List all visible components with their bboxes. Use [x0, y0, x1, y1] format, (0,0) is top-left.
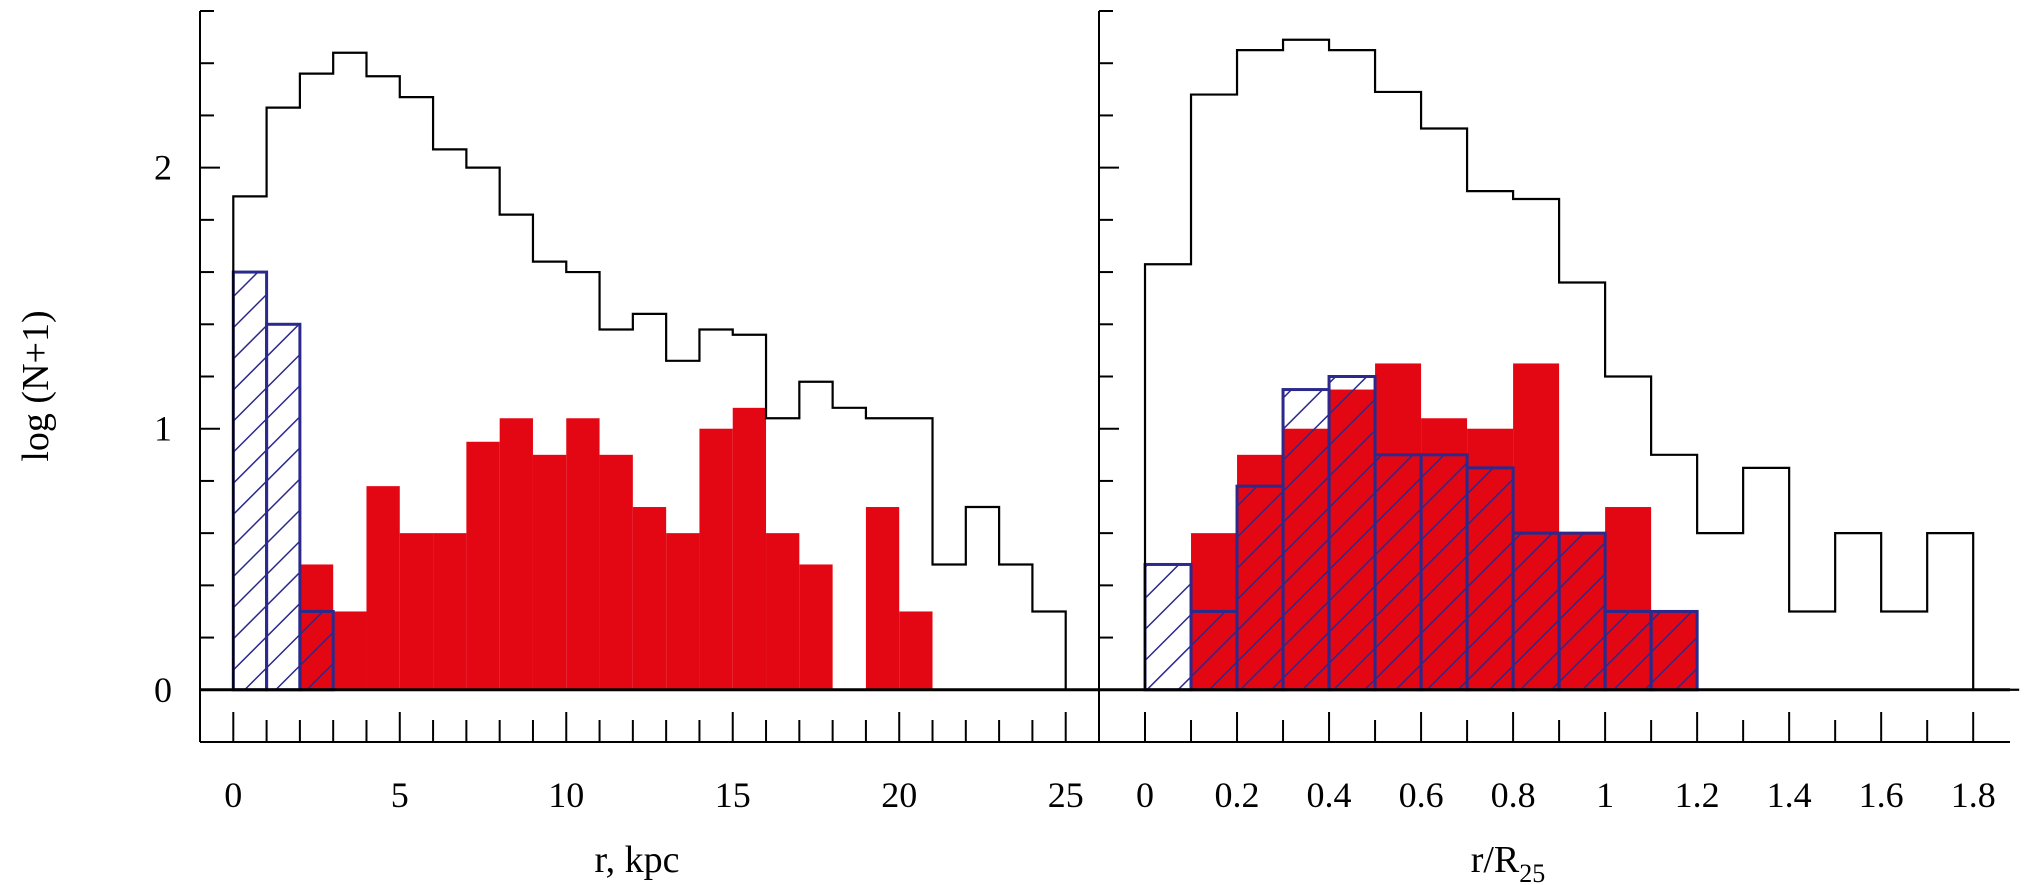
right-hatched-bar — [1327, 375, 1377, 692]
right-x-axis-label: r/R25 — [1471, 839, 1546, 885]
right-hatched-bar — [1281, 388, 1331, 692]
left-red-bar — [865, 507, 900, 690]
left-x-tick-label: 10 — [548, 775, 584, 815]
left-outline-series — [232, 51, 1099, 691]
right-x-tick-label: 1.2 — [1675, 775, 1720, 815]
left-red-bar — [699, 428, 733, 690]
right-x-tick-label: 1.8 — [1951, 775, 1996, 815]
left-x-tick-label: 5 — [391, 775, 409, 815]
right-x-tick-label: 1.4 — [1767, 775, 1812, 815]
y-axis-label: log (N+1) — [15, 310, 57, 461]
left-x-tick-label: 20 — [881, 775, 917, 815]
right-hatched-bar — [1511, 531, 1561, 692]
left-x-tick-label: 15 — [715, 775, 751, 815]
left-y-tick-label: 2 — [154, 148, 172, 188]
left-y-tick-label: 1 — [154, 409, 172, 449]
right-x-tick-label: 1.6 — [1859, 775, 1904, 815]
right-x-axis-label-main: r/R — [1471, 839, 1520, 881]
left-x-axis-label: r, kpc — [595, 839, 680, 881]
right-x-tick-label: 1 — [1596, 775, 1614, 815]
right-hatched-bar — [1235, 484, 1285, 692]
left-red-bar — [466, 441, 500, 690]
left-red-bar — [599, 454, 633, 690]
left-red-bar — [632, 507, 667, 690]
left-red-bar — [899, 611, 933, 690]
right-hatched-bar — [1557, 531, 1607, 692]
left-red-bar — [532, 454, 567, 690]
left-red-bar — [566, 418, 600, 690]
left-red-bar — [333, 611, 367, 690]
right-x-axis-label-subscript: 25 — [1519, 859, 1545, 885]
right-plot-area: 0 0.2 0.4 0.6 0.8 1 1.2 1.4 1.6 1.8 — [1098, 10, 2020, 815]
left-hatched-bar — [298, 609, 335, 692]
right-hatched-bar — [1465, 466, 1515, 692]
left-red-bar — [433, 533, 467, 690]
right-hatched-bar — [1419, 453, 1469, 692]
right-x-tick-label: 0.2 — [1215, 775, 1260, 815]
left-red-bar — [499, 418, 533, 690]
left-red-bar — [666, 533, 700, 690]
panel-left: 0 5 10 15 20 25 0 1 2 r, kpc log (N+1) — [15, 10, 1100, 881]
left-red-bar — [799, 564, 833, 690]
right-hatched-bar — [1143, 562, 1193, 692]
left-x-tick-label: 25 — [1048, 775, 1084, 815]
right-outline-series — [1143, 38, 2020, 691]
right-hatched-bar — [1189, 609, 1239, 692]
left-red-bar — [399, 533, 434, 690]
left-y-tick-label: 0 — [154, 670, 172, 710]
right-x-tick-label: 0.6 — [1399, 775, 1444, 815]
left-red-bar — [766, 533, 800, 690]
right-x-tick-label: 0.8 — [1491, 775, 1536, 815]
right-hatched-bar — [1649, 609, 1699, 692]
left-hatched-bar — [231, 270, 269, 692]
left-plot-area: 0 5 10 15 20 25 0 1 2 — [154, 10, 1100, 815]
right-hatched-bar — [1603, 609, 1653, 692]
left-red-bar — [366, 486, 400, 690]
right-hatched-bar — [1373, 453, 1423, 692]
left-x-tick-label: 0 — [224, 775, 242, 815]
left-red-bar — [732, 407, 767, 690]
right-x-tick-label: 0 — [1136, 775, 1154, 815]
right-x-tick-label: 0.4 — [1307, 775, 1352, 815]
panel-right: 0 0.2 0.4 0.6 0.8 1 1.2 1.4 1.6 1.8 r/R25 — [1098, 10, 2020, 885]
left-hatched-bar — [265, 322, 302, 692]
